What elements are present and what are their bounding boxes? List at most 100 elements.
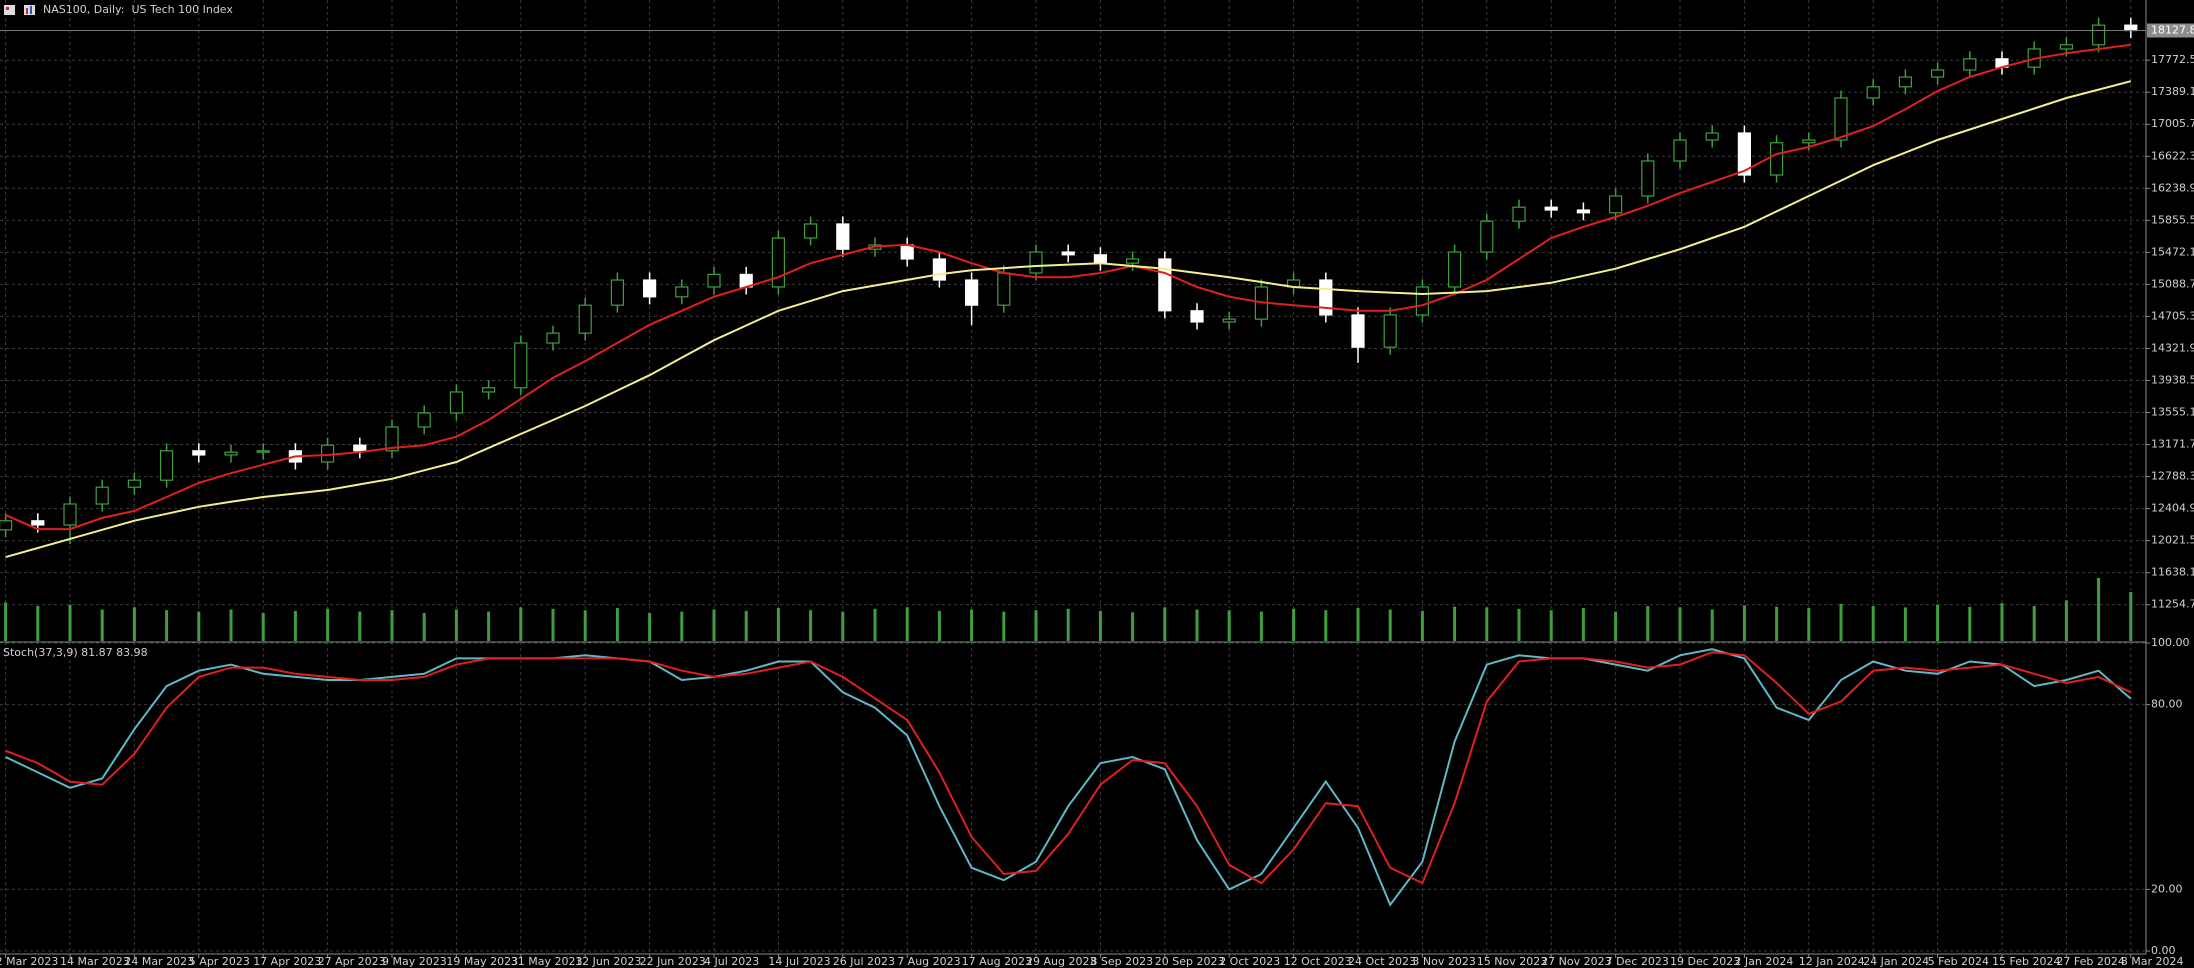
candle-body <box>578 304 592 334</box>
volume-bar <box>197 611 201 641</box>
y-tick-label: 12021.5 <box>2151 534 2194 547</box>
y-tick-label: 20.00 <box>2151 882 2183 895</box>
x-tick-label: 22 Jun 2023 <box>640 955 706 968</box>
x-tick-label: 17 Apr 2023 <box>253 955 321 968</box>
volume-bar <box>2129 592 2133 641</box>
x-tick-label: 2 Mar 2023 <box>0 955 58 968</box>
volume-bar <box>2032 606 2036 641</box>
candle-body <box>932 258 947 281</box>
volume-bar <box>809 610 813 641</box>
volume-bar <box>1227 610 1231 641</box>
volume-bar <box>583 610 587 641</box>
x-tick-label: 12 Jun 2023 <box>575 955 641 968</box>
volume-bar <box>36 606 40 641</box>
x-tick-label: 14 Jul 2023 <box>768 955 830 968</box>
candle-body <box>1576 209 1591 214</box>
candle-body <box>1898 76 1913 88</box>
volume-bar <box>1646 606 1650 641</box>
candle-body <box>353 444 367 452</box>
volume-bar <box>1163 607 1167 641</box>
candle-body <box>1866 86 1880 99</box>
y-tick-label: 14321.9 <box>2151 341 2194 354</box>
x-tick-label: 31 May 2023 <box>511 955 583 968</box>
candle-body <box>964 279 979 306</box>
candle-body <box>95 486 109 505</box>
candle-body <box>1351 314 1365 348</box>
x-tick-label: 29 Aug 2023 <box>1026 955 1096 968</box>
y-tick-label: 15472.1 <box>2151 245 2194 258</box>
candle-body <box>1802 139 1816 144</box>
candle-body <box>1930 69 1945 78</box>
stochastic-line <box>5 651 2132 885</box>
volume-bar <box>1581 608 1585 641</box>
volume-bar <box>1420 610 1424 641</box>
volume-bar <box>1710 609 1714 641</box>
x-tick-label: 9 May 2023 <box>382 955 447 968</box>
candle-body <box>642 279 657 298</box>
x-tick-label: 24 Oct 2023 <box>1348 955 1416 968</box>
y-tick-label: 16238.9 <box>2151 181 2194 194</box>
candle-body <box>256 450 270 453</box>
volume-bar <box>970 609 974 641</box>
volume-bar <box>1066 608 1070 641</box>
candle-body <box>1383 314 1397 348</box>
volume-bar <box>841 611 845 641</box>
candle-body <box>1512 206 1526 222</box>
volume-bar <box>1002 611 1006 641</box>
candle-body <box>1769 142 1784 176</box>
volume-bar <box>390 610 394 641</box>
volume-bar <box>712 609 716 641</box>
y-tick-label: 12788.3 <box>2151 470 2194 483</box>
volume-bar <box>229 609 233 641</box>
volume-bar <box>1517 608 1521 641</box>
y-tick-label: 16622.3 <box>2151 149 2194 162</box>
moving-average <box>5 43 2131 531</box>
volume-bar <box>326 608 330 641</box>
y-tick-label: 12404.9 <box>2151 502 2194 515</box>
volume-bar <box>1742 605 1746 641</box>
candle-body <box>1158 258 1172 312</box>
x-tick-label: 27 Apr 2023 <box>318 955 386 968</box>
candle-body <box>803 223 818 239</box>
candle-body <box>1963 58 1977 71</box>
candle-body <box>449 391 463 414</box>
x-tick-label: 26 Jul 2023 <box>833 955 895 968</box>
icon-cell <box>6 7 9 10</box>
last-price-label: 18127.8 <box>2151 24 2194 37</box>
volume-bar <box>1356 608 1360 641</box>
candle-body <box>321 444 335 463</box>
volume-bar <box>1775 606 1779 641</box>
volume-bar <box>1871 606 1875 641</box>
candle-body <box>1447 251 1462 288</box>
volume-bar <box>680 611 684 641</box>
candle-body <box>836 223 850 250</box>
volume-bar <box>615 608 619 641</box>
volume-bar <box>1614 611 1618 641</box>
candle-body <box>0 520 13 531</box>
x-tick-label: 19 May 2023 <box>446 955 518 968</box>
x-tick-label: 20 Sep 2023 <box>1155 955 1225 968</box>
volume-bar <box>1839 603 1843 641</box>
volume-bar <box>422 613 426 641</box>
candle-body <box>1190 310 1204 323</box>
volume-bar <box>744 610 748 641</box>
volume-bar <box>1098 610 1102 641</box>
y-tick-label: 14705.3 <box>2151 309 2194 322</box>
candle-body <box>1093 254 1108 264</box>
candle-body <box>192 450 206 456</box>
candle-body <box>771 237 786 288</box>
volume-bar <box>2064 600 2068 641</box>
x-tick-label: 2 Oct 2023 <box>1219 955 1280 968</box>
y-tick-label: 17005.7 <box>2151 117 2194 130</box>
icon-grid <box>4 5 15 15</box>
candle-body <box>63 503 77 526</box>
icon-bar <box>30 6 32 14</box>
candle-body <box>1544 206 1558 211</box>
volume-bar <box>132 607 136 641</box>
volume-bar <box>776 608 780 641</box>
candle-body <box>2092 24 2106 46</box>
volume-bar <box>1903 607 1907 641</box>
volume-bar <box>1388 609 1392 641</box>
stochastic-line <box>5 648 2132 907</box>
